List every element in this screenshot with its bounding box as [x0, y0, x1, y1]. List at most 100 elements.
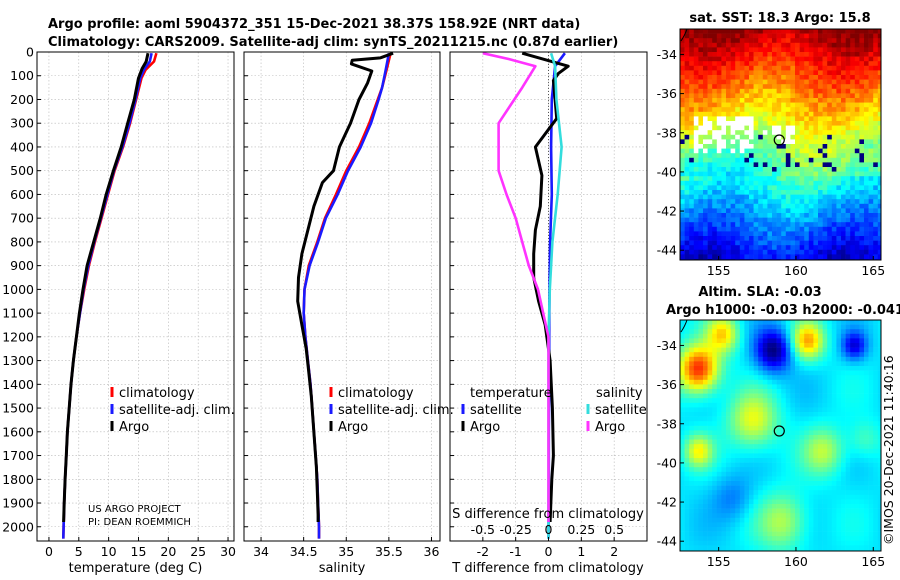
map-cell [850, 93, 856, 99]
map-cell [808, 153, 814, 159]
map-cell [712, 333, 718, 339]
map-cell [818, 476, 823, 482]
map-cell [804, 366, 810, 371]
map-cell [845, 70, 851, 76]
map-cell [804, 79, 810, 85]
map-cell [730, 162, 736, 168]
map-cell [804, 107, 810, 113]
map-cell [716, 139, 722, 145]
map-cell [693, 65, 699, 71]
map-cell [808, 102, 814, 108]
map-cell [873, 213, 879, 218]
map-cell [772, 471, 777, 477]
map-cell [864, 208, 869, 214]
map-cell [813, 540, 819, 546]
map-cell [716, 254, 722, 260]
map-cell [808, 157, 814, 163]
map-cell [795, 499, 800, 505]
map-cell [716, 407, 722, 413]
map-cell [712, 121, 718, 126]
map-cell [712, 98, 718, 103]
map-cell [730, 504, 736, 509]
map-cell [762, 176, 768, 182]
map-cell [854, 102, 860, 108]
map-cell [795, 421, 800, 427]
map-cell [831, 338, 837, 344]
map-cell [744, 213, 750, 218]
map-cell [850, 499, 856, 505]
map-cell [721, 111, 727, 117]
map-cell [785, 320, 791, 325]
map-cell [689, 439, 695, 445]
map-cell [703, 245, 708, 251]
map-cell [762, 245, 768, 251]
map-cell [877, 231, 881, 237]
map-cell [703, 213, 708, 218]
map-cell [693, 467, 699, 473]
map-cell [776, 421, 782, 427]
map-cell [712, 540, 718, 546]
map-cell [836, 485, 842, 491]
map-cell [776, 343, 782, 348]
map-cell [818, 379, 823, 385]
map-cell [859, 467, 865, 473]
map-cell [841, 379, 846, 385]
map-cell [795, 333, 800, 339]
map-cell [818, 324, 823, 330]
map-cell [873, 185, 879, 191]
map-cell [854, 171, 860, 177]
map-cell [689, 56, 695, 62]
map-cell [776, 471, 782, 477]
map-cell [785, 448, 791, 454]
map-cell [689, 536, 695, 542]
map-cell [813, 430, 819, 436]
map-cell [850, 70, 856, 76]
map-cell [808, 79, 814, 85]
map-cell [813, 79, 819, 85]
map-cell [868, 485, 874, 491]
map-cell [799, 366, 805, 371]
map-cell [790, 75, 796, 80]
map-cell [795, 70, 800, 76]
map-cell [854, 527, 860, 532]
map-cell [827, 536, 833, 542]
map-cell [767, 444, 773, 450]
map-cell [744, 88, 750, 94]
map-cell [781, 144, 787, 149]
map-cell [781, 190, 787, 195]
map-cell [739, 467, 745, 473]
map-cell [776, 467, 782, 473]
map-cell [813, 361, 819, 367]
map-cell [689, 240, 695, 246]
map-cell [795, 513, 800, 519]
lon-tick-label: 155 [707, 263, 731, 278]
map-cell [790, 199, 796, 205]
map-cell [831, 213, 837, 218]
map-cell [845, 65, 851, 71]
map-cell [739, 393, 745, 399]
map-cell [836, 144, 842, 149]
map-cell [859, 121, 865, 126]
map-cell [712, 194, 718, 200]
map-cell [854, 213, 860, 218]
map-cell [831, 208, 837, 214]
map-cell [827, 70, 833, 76]
map-cell [841, 536, 846, 542]
map-cell [864, 389, 869, 394]
map-cell [804, 462, 810, 468]
map-cell [703, 393, 708, 399]
map-cell [684, 384, 690, 390]
map-cell [726, 398, 731, 404]
map-cell [841, 254, 846, 260]
map-cell [753, 545, 759, 551]
map-cell [712, 494, 718, 500]
map-cell [864, 384, 869, 390]
map-cell [864, 356, 869, 362]
map-cell [753, 88, 759, 94]
map-cell [850, 102, 856, 108]
map-cell [845, 435, 851, 440]
map-cell [730, 402, 736, 408]
map-cell [859, 471, 865, 477]
map-cell [753, 42, 759, 48]
map-cell [841, 111, 846, 117]
